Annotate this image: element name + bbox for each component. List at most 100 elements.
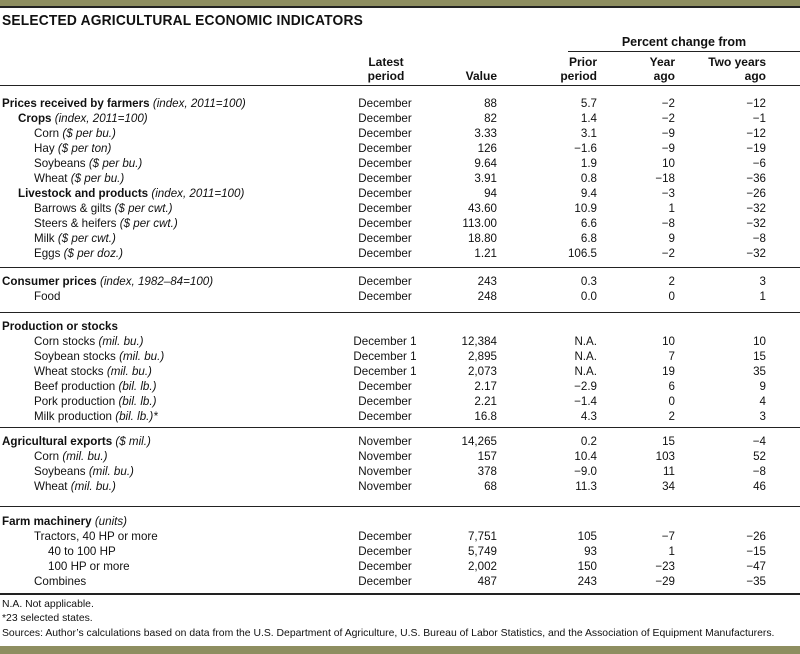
prior-period-cell: 1.9	[580, 157, 597, 170]
period-cell: December	[358, 187, 412, 200]
year-ago-cell: −29	[655, 575, 675, 588]
row-label: Beef production (bil. lb.)	[34, 379, 156, 394]
row-label: Agricultural exports ($ mil.)	[2, 434, 151, 449]
value-cell: 68	[484, 480, 497, 493]
period-cell: December	[358, 232, 412, 245]
row-label-text: Soybeans	[34, 465, 86, 478]
two-years-ago-cell: 3	[759, 410, 766, 423]
period-cell: December	[358, 217, 412, 230]
two-years-ago-cell: −1	[752, 112, 766, 125]
period-cell: December	[358, 560, 412, 573]
table-rule	[0, 312, 800, 313]
value-cell: 3.91	[474, 172, 497, 185]
table-row: Beef production (bil. lb.) December 2.17 −2…	[0, 379, 800, 394]
row-label-text: Wheat	[34, 172, 68, 185]
footnote: Sources: Author’s calculations based on …	[2, 628, 775, 639]
table-rule	[0, 267, 800, 268]
year-ago-cell: −18	[655, 172, 675, 185]
period-cell: December	[358, 530, 412, 543]
value-cell: 2,895	[467, 350, 497, 363]
row-unit: (index, 2011=100)	[151, 187, 245, 200]
row-label: Corn stocks (mil. bu.)	[34, 334, 144, 349]
row-label: Tractors, 40 HP or more	[34, 529, 158, 544]
row-label: Food	[34, 289, 60, 304]
row-label: Pork production (bil. lb.)	[34, 394, 156, 409]
table-row: Corn (mil. bu.) November 157 10.4 103 52	[0, 449, 800, 464]
row-label-text: Livestock and products	[18, 187, 149, 200]
prior-period-cell: 106.5	[567, 247, 597, 260]
row-label-text: Beef production	[34, 380, 116, 393]
row-label: Milk ($ per cwt.)	[34, 231, 116, 246]
two-years-ago-cell: 10	[753, 335, 766, 348]
table-row: 40 to 100 HP December 5,749 93 1 −15	[0, 544, 800, 559]
year-ago-cell: 9	[668, 232, 675, 245]
row-label: Eggs ($ per doz.)	[34, 246, 123, 261]
row-unit: (mil. bu.)	[119, 350, 165, 363]
percent-change-rule	[568, 51, 800, 52]
prior-period-cell: 3.1	[580, 127, 597, 140]
row-label-text: Wheat	[34, 480, 68, 493]
table-row: Crops (index, 2011=100) December 82 1.4 −2 −1	[0, 111, 800, 126]
row-label: Prices received by farmers (index, 2011=…	[2, 96, 246, 111]
row-unit: ($ per cwt.)	[114, 202, 173, 215]
prior-period-cell: N.A.	[574, 365, 597, 378]
row-unit: (mil. bu.)	[98, 335, 144, 348]
value-cell: 113.00	[462, 217, 497, 230]
row-label-text: Corn	[34, 127, 60, 140]
prior-period-cell: 6.8	[580, 232, 597, 245]
value-cell: 5,749	[467, 545, 497, 558]
table-row: Soybeans ($ per bu.) December 9.64 1.9 10 −6	[0, 156, 800, 171]
two-years-ago-cell: −8	[752, 465, 766, 478]
two-years-ago-cell: 9	[759, 380, 766, 393]
value-cell: 487	[477, 575, 497, 588]
year-ago-cell: 2	[668, 410, 675, 423]
year-ago-cell: 0	[668, 395, 675, 408]
value-cell: 14,265	[461, 435, 497, 448]
row-unit: ($ per cwt.)	[119, 217, 178, 230]
two-years-ago-cell: −19	[746, 142, 766, 155]
period-cell: December	[358, 112, 412, 125]
row-label-text: Soybeans	[34, 157, 86, 170]
prior-period-cell: 0.3	[580, 275, 597, 288]
row-label-text: Wheat stocks	[34, 365, 104, 378]
prior-period-cell: −2.9	[574, 380, 597, 393]
table-row: Barrows & gilts ($ per cwt.) December 43.6…	[0, 201, 800, 216]
period-cell: December	[358, 395, 412, 408]
table-row: Pork production (bil. lb.) December 2.21 −1…	[0, 394, 800, 409]
row-label: Soybean stocks (mil. bu.)	[34, 349, 164, 364]
year-ago-cell: −2	[661, 97, 675, 110]
period-cell: November	[358, 465, 412, 478]
period-cell: December 1	[353, 350, 417, 363]
value-cell: 9.64	[474, 157, 497, 170]
table-row: Hay ($ per ton) December 126 −1.6 −9 −19	[0, 141, 800, 156]
prior-period-cell: 1.4	[580, 112, 597, 125]
prior-period-cell: 10.9	[574, 202, 597, 215]
row-label: Crops (index, 2011=100)	[18, 111, 148, 126]
prior-period-cell: 0.0	[580, 290, 597, 303]
value-cell: 94	[484, 187, 497, 200]
prior-period-cell: 243	[577, 575, 597, 588]
row-unit: (bil. lb.)	[118, 380, 157, 393]
two-years-ago-cell: 15	[753, 350, 766, 363]
table-row: Milk ($ per cwt.) December 18.80 6.8 9 −8	[0, 231, 800, 246]
year-ago-cell: 10	[662, 157, 675, 170]
period-cell: November	[358, 480, 412, 493]
value-cell: 378	[477, 465, 497, 478]
row-label: Corn ($ per bu.)	[34, 126, 116, 141]
row-unit: (bil. lb.)*	[115, 410, 158, 423]
row-label-text: Soybean stocks	[34, 350, 116, 363]
period-cell: December 1	[353, 365, 417, 378]
row-unit: (mil. bu.)	[88, 465, 134, 478]
row-label-text: Pork production	[34, 395, 116, 408]
year-ago-cell: 34	[662, 480, 675, 493]
table-row: 100 HP or more December 2,002 150 −23 −47	[0, 559, 800, 574]
row-unit: ($ per bu.)	[70, 172, 125, 185]
prior-period-cell: N.A.	[574, 335, 597, 348]
table-row: Wheat stocks (mil. bu.) December 1 2,073 N.…	[0, 364, 800, 379]
row-unit: ($ per bu.)	[62, 127, 116, 140]
row-unit: (bil. lb.)	[118, 395, 157, 408]
two-years-ago-cell: −47	[746, 560, 766, 573]
table-rule	[0, 593, 800, 595]
row-label: Barrows & gilts ($ per cwt.)	[34, 201, 173, 216]
value-cell: 16.8	[474, 410, 497, 423]
